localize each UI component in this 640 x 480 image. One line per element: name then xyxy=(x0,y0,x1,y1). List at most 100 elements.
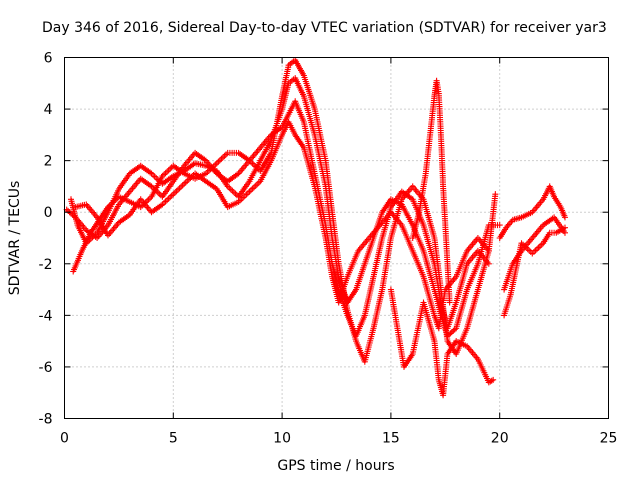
data-point-markers xyxy=(148,202,164,216)
data-point-markers xyxy=(246,179,262,195)
data-point-markers xyxy=(546,229,558,236)
series-track-4 xyxy=(72,119,492,332)
data-point-markers xyxy=(444,339,459,357)
data-point-markers xyxy=(257,138,274,164)
data-point-markers xyxy=(300,144,318,188)
data-point-markers xyxy=(159,192,175,208)
data-point-markers xyxy=(74,222,89,245)
series-late-track-c xyxy=(501,214,568,293)
data-point-markers xyxy=(257,151,274,174)
data-point-markers xyxy=(159,174,175,187)
data-point-markers xyxy=(507,262,520,298)
data-point-markers xyxy=(420,273,437,317)
data-point-markers xyxy=(464,343,480,361)
data-point-markers xyxy=(509,249,524,267)
data-point-markers xyxy=(292,75,306,98)
data-point-markers xyxy=(435,90,444,136)
data-point-markers xyxy=(213,186,230,209)
y-tick-label: 6 xyxy=(44,51,53,67)
data-point-markers xyxy=(181,172,197,187)
data-point-markers xyxy=(105,221,121,239)
data-point-markers xyxy=(159,180,176,200)
data-point-markers xyxy=(409,301,427,357)
data-point-markers xyxy=(501,293,513,319)
data-point-markers xyxy=(170,182,186,198)
data-point-markers xyxy=(474,249,492,293)
data-point-markers xyxy=(213,151,230,167)
y-tick-label: -4 xyxy=(39,308,53,324)
data-point-markers xyxy=(379,237,394,293)
data-point-markers xyxy=(257,159,274,185)
data-point-markers xyxy=(529,223,545,241)
data-point-markers xyxy=(453,262,470,306)
data-point-markers xyxy=(137,175,153,189)
data-point-markers xyxy=(440,353,451,399)
data-point-markers xyxy=(137,162,153,176)
data-point-markers xyxy=(551,193,563,209)
data-point-markers xyxy=(285,119,298,136)
data-point-markers xyxy=(192,170,208,184)
data-point-markers xyxy=(366,223,382,241)
data-point-marker xyxy=(561,229,568,236)
data-point-markers xyxy=(401,352,415,370)
data-point-markers xyxy=(379,197,393,216)
data-point-markers xyxy=(311,183,329,239)
data-point-marker xyxy=(561,214,568,221)
data-point-markers xyxy=(257,133,273,151)
data-point-markers xyxy=(485,377,495,386)
data-point-markers xyxy=(292,57,306,77)
data-point-markers xyxy=(435,288,448,332)
y-axis-label: SDTVAR / TECUs xyxy=(7,181,23,296)
data-point-markers xyxy=(420,222,437,265)
data-point-markers xyxy=(268,133,285,164)
data-point-markers xyxy=(300,119,318,175)
data-point-markers xyxy=(292,131,306,150)
data-point-markers xyxy=(268,95,285,156)
data-point-markers xyxy=(355,236,371,254)
data-point-markers xyxy=(474,356,491,384)
y-tick-label: 2 xyxy=(44,154,53,170)
data-point-markers xyxy=(70,249,85,275)
x-axis-label: GPS time / hours xyxy=(277,458,394,474)
data-point-markers xyxy=(115,172,132,192)
data-point-markers xyxy=(409,247,426,278)
data-point-markers xyxy=(440,183,449,226)
data-point-marker xyxy=(446,299,453,306)
data-point-markers xyxy=(370,237,385,280)
data-point-markers xyxy=(529,241,545,257)
data-point-markers xyxy=(427,95,438,138)
data-points xyxy=(63,57,568,399)
data-point-markers xyxy=(126,163,143,177)
data-point-markers xyxy=(344,249,361,280)
x-tick-label: 10 xyxy=(273,431,291,447)
data-point-markers xyxy=(431,338,442,381)
x-tick-label: 20 xyxy=(491,431,509,447)
data-point-markers xyxy=(322,235,335,278)
data-point-markers xyxy=(329,209,342,265)
data-point-markers xyxy=(485,193,499,254)
data-point-marker xyxy=(485,247,492,254)
data-point-markers xyxy=(361,275,376,319)
data-point-markers xyxy=(557,204,568,219)
data-point-markers xyxy=(540,231,552,247)
data-point-markers xyxy=(235,149,251,163)
data-point-markers xyxy=(420,247,437,291)
series-dip xyxy=(387,286,497,399)
data-point-markers xyxy=(501,262,516,293)
data-point-markers xyxy=(279,64,292,100)
y-tick-label: 0 xyxy=(44,205,53,221)
data-point-markers xyxy=(353,262,368,293)
data-point-markers xyxy=(529,197,545,216)
data-point-markers xyxy=(322,183,335,239)
data-point-markers xyxy=(202,178,219,191)
data-point-markers xyxy=(224,199,240,211)
data-point-markers xyxy=(437,131,446,188)
y-tick-label: -8 xyxy=(39,412,53,428)
data-point-markers xyxy=(83,201,99,219)
data-point-markers xyxy=(235,180,252,200)
data-point-markers xyxy=(409,211,422,241)
data-point-markers xyxy=(192,149,208,163)
chart-title: Day 346 of 2016, Sidereal Day-to-day VTE… xyxy=(42,20,607,36)
data-point-markers xyxy=(540,215,556,229)
